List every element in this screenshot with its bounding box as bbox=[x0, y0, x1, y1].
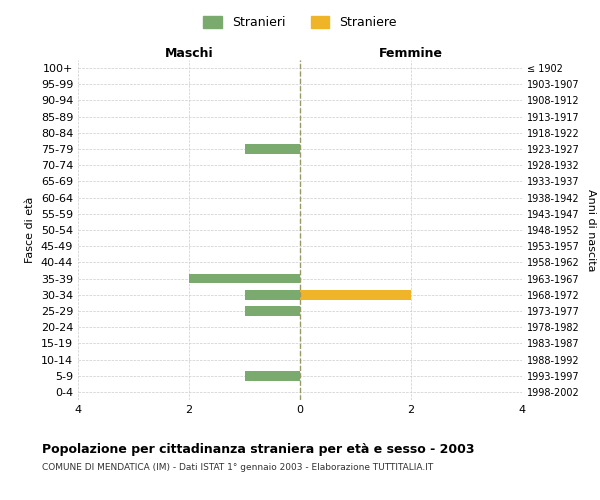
Bar bbox=[245, 306, 300, 316]
Bar bbox=[300, 290, 411, 300]
Y-axis label: Fasce di età: Fasce di età bbox=[25, 197, 35, 263]
Text: Femmine: Femmine bbox=[379, 47, 443, 60]
Text: COMUNE DI MENDATICA (IM) - Dati ISTAT 1° gennaio 2003 - Elaborazione TUTTITALIA.: COMUNE DI MENDATICA (IM) - Dati ISTAT 1°… bbox=[42, 462, 433, 471]
Bar bbox=[245, 290, 300, 300]
Text: Popolazione per cittadinanza straniera per età e sesso - 2003: Popolazione per cittadinanza straniera p… bbox=[42, 442, 475, 456]
Text: Maschi: Maschi bbox=[164, 47, 214, 60]
Bar bbox=[245, 144, 300, 154]
Y-axis label: Anni di nascita: Anni di nascita bbox=[586, 188, 596, 271]
Bar bbox=[245, 371, 300, 380]
Bar bbox=[189, 274, 300, 283]
Legend: Stranieri, Straniere: Stranieri, Straniere bbox=[198, 11, 402, 34]
